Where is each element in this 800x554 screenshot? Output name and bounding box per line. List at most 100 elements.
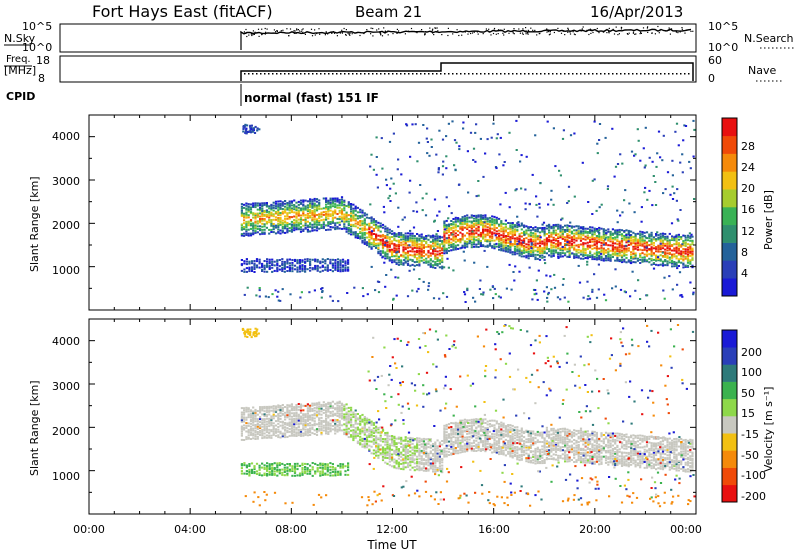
echo-cell [298, 267, 302, 270]
echo-cell [402, 254, 405, 257]
echo-cell [417, 287, 420, 290]
echo-cell [306, 258, 309, 261]
echo-cell [254, 125, 257, 128]
echo-cell [336, 266, 340, 269]
echo-cell [404, 232, 407, 235]
echo-cell [318, 423, 321, 426]
echo-cell [384, 241, 387, 244]
nave-dot [348, 73, 350, 75]
echo-cell [290, 430, 293, 433]
nave-dot [400, 73, 402, 75]
echo-cell [543, 290, 546, 293]
echo-cell [311, 198, 314, 201]
nave-dot [480, 73, 482, 75]
echo-cell [347, 268, 350, 271]
echo-cell [548, 254, 551, 257]
echo-cell [418, 234, 421, 237]
echo-cell [322, 221, 325, 224]
echo-cell [386, 437, 389, 440]
echo-cell [627, 240, 630, 243]
echo-cell [347, 427, 350, 430]
echo-cell [350, 223, 353, 226]
echo-cell [252, 227, 255, 230]
echo-cell [477, 222, 480, 224]
echo-cell [639, 244, 642, 247]
echo-cell [434, 441, 437, 444]
echo-cell [482, 291, 485, 294]
echo-cell [336, 206, 339, 209]
echo-cell [643, 245, 646, 248]
echo-cell [270, 231, 273, 233]
echo-cell [265, 423, 268, 426]
echo-cell [270, 214, 273, 217]
echo-cell [502, 226, 505, 229]
echo-cell [325, 405, 328, 408]
echo-cell [475, 123, 478, 126]
echo-cell [361, 220, 364, 223]
echo-cell [379, 437, 382, 439]
echo-cell [249, 124, 252, 127]
echo-cell [331, 405, 334, 408]
echo-cell [374, 289, 377, 292]
echo-cell [427, 456, 430, 459]
echo-cell [296, 266, 299, 269]
echo-cell [299, 430, 303, 433]
echo-cell [548, 229, 551, 232]
echo-cell [651, 160, 654, 163]
echo-cell [441, 259, 444, 262]
echo-cell [347, 232, 350, 235]
echo-cell [480, 216, 483, 219]
echo-cell [325, 214, 328, 217]
echo-cell [302, 432, 305, 435]
echo-cell [441, 236, 444, 239]
echo-cell [634, 245, 637, 248]
echo-cell [365, 438, 369, 441]
nave-dot [296, 73, 298, 75]
echo-cell [504, 241, 507, 244]
echo-cell [366, 293, 369, 296]
echo-cell [520, 228, 523, 231]
echo-cell [645, 241, 649, 244]
echo-cell [477, 235, 480, 238]
echo-cell [425, 192, 428, 195]
echo-cell [488, 239, 492, 242]
nave-dot [312, 73, 314, 75]
echo-cell [400, 462, 403, 465]
echo-cell [677, 258, 680, 261]
echo-cell [354, 426, 357, 429]
echo-cell [404, 238, 407, 241]
echo-cell [315, 223, 319, 226]
echo-cell [401, 218, 404, 221]
echo-cell [290, 429, 293, 432]
echo-cell [609, 240, 612, 243]
echo-cell [368, 449, 371, 452]
echo-cell [618, 233, 621, 236]
echo-cell [595, 247, 598, 250]
echo-cell [595, 235, 598, 237]
echo-cell [274, 431, 278, 434]
nave-dot [460, 73, 462, 75]
echo-cell [254, 217, 257, 220]
echo-cell [259, 228, 262, 231]
echo-cell [265, 413, 268, 416]
echo-cell [504, 219, 507, 222]
echo-cell [418, 453, 421, 456]
echo-cell [554, 251, 558, 254]
echo-cell [550, 225, 553, 228]
echo-cell [602, 259, 605, 262]
echo-cell [247, 210, 250, 213]
echo-cell [338, 204, 341, 207]
noise-search-dot [429, 27, 431, 29]
echo-cell [391, 240, 394, 243]
echo-cell [253, 266, 256, 269]
colorbar-segment [722, 224, 737, 243]
echo-cell [619, 260, 622, 262]
echo-cell [322, 223, 325, 226]
echo-cell [325, 216, 328, 219]
echo-cell [393, 458, 396, 461]
echo-cell [682, 240, 685, 243]
echo-cell [299, 217, 303, 220]
echo-cell [263, 423, 266, 426]
echo-cell [630, 234, 633, 236]
echo-cell [634, 234, 637, 237]
